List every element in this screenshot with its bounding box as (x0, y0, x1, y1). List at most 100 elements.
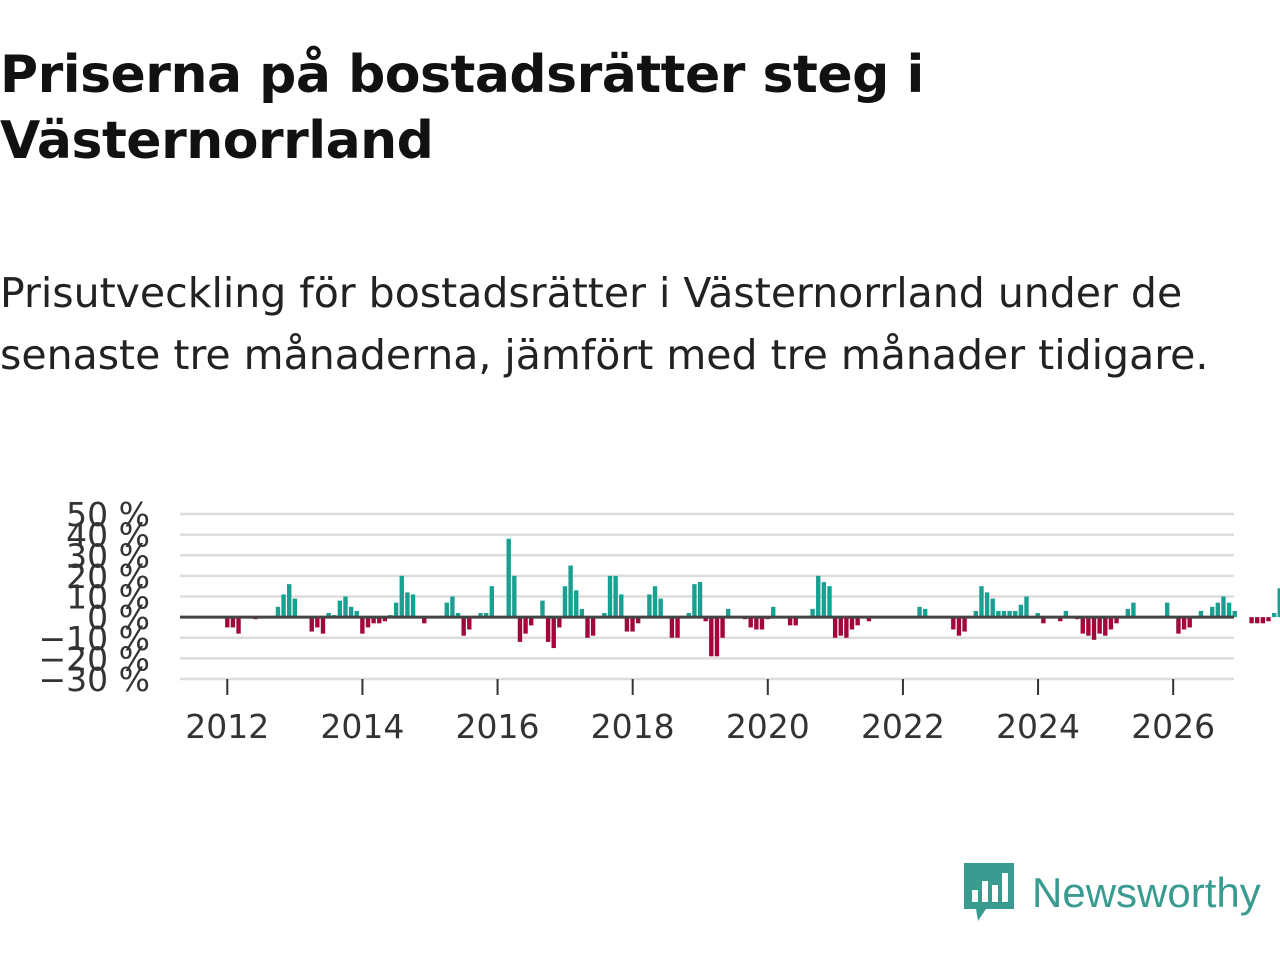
bar (956, 617, 962, 636)
bar (1232, 610, 1237, 618)
y-tick-label: −30 % (39, 660, 151, 699)
bar (613, 575, 618, 618)
bar (647, 594, 652, 618)
bar (1103, 617, 1108, 636)
x-tick-label: 2022 (861, 707, 945, 746)
bar (574, 590, 579, 618)
bar (810, 608, 815, 618)
bar (1187, 617, 1192, 628)
x-axis-ticks: 2012 2014 2016 2018 2020 2022 2024 2026 (185, 679, 1215, 746)
bar (512, 575, 517, 618)
x-tick-label: 2014 (320, 707, 404, 746)
bar (1024, 596, 1029, 618)
bar (444, 602, 449, 618)
x-tick-label: 2024 (996, 707, 1080, 746)
bar (922, 608, 928, 618)
bar (1007, 610, 1012, 618)
bar (697, 582, 703, 618)
bar (1035, 613, 1040, 618)
bar (1255, 617, 1260, 624)
bar (1058, 617, 1063, 622)
bars (225, 538, 1280, 657)
bar (1125, 608, 1130, 618)
bar (624, 617, 630, 632)
y-tick-label: 30 % (66, 536, 150, 575)
bar (337, 600, 343, 618)
bar (1013, 610, 1018, 618)
bar (585, 617, 590, 638)
bar (343, 596, 348, 618)
bar (309, 617, 314, 632)
bar (523, 617, 528, 634)
bar (506, 538, 511, 618)
bar (979, 586, 984, 618)
bar (450, 596, 455, 618)
bar (287, 584, 292, 618)
chart-subtitle: Prisutveckling för bostadsrätter i Väste… (0, 269, 1209, 379)
bar (793, 617, 798, 626)
bar (973, 610, 979, 618)
bar (602, 613, 607, 618)
x-tick-label: 2012 (185, 707, 269, 746)
bar (292, 598, 298, 618)
bar (1001, 610, 1007, 618)
bar (962, 617, 967, 632)
bar (529, 617, 534, 626)
bar (422, 617, 427, 624)
bar (996, 610, 1001, 618)
bar (951, 617, 956, 630)
bar (348, 606, 354, 618)
bar (849, 617, 855, 630)
bar (230, 617, 236, 628)
bar (478, 613, 483, 618)
y-axis-ticks: 50 %40 %30 %20 %10 %0 %−10 %−20 %−30 % (39, 495, 151, 699)
bar (489, 586, 495, 618)
bar (1063, 610, 1069, 618)
bar (816, 575, 821, 618)
bar (557, 617, 562, 628)
x-tick-label: 2018 (591, 707, 675, 746)
bar (393, 602, 399, 618)
y-tick-label: 40 % (66, 516, 150, 555)
bar (405, 592, 410, 618)
bar (1097, 617, 1102, 634)
bar (658, 598, 663, 618)
bar (326, 613, 331, 618)
y-tick-label: 20 % (66, 557, 150, 596)
bar (1080, 617, 1085, 634)
bar (1277, 588, 1280, 618)
bar (354, 610, 359, 618)
bar (360, 617, 365, 634)
bar (630, 617, 635, 632)
bar (382, 617, 388, 622)
bar (562, 586, 568, 618)
bar (635, 617, 641, 624)
bar (652, 586, 658, 618)
bar (1018, 604, 1024, 618)
bar (410, 594, 416, 618)
bar (1114, 617, 1119, 624)
bar (225, 617, 230, 628)
bar (1181, 617, 1187, 630)
bar (545, 617, 551, 642)
chart-title: Priserna på bostadsrätter steg i Västern… (0, 45, 924, 171)
bar (1271, 613, 1277, 618)
bar (551, 617, 556, 649)
y-tick-label: 50 % (66, 495, 150, 534)
bar (371, 617, 376, 624)
bar (1249, 617, 1254, 624)
bar (1091, 617, 1097, 640)
bar (281, 594, 286, 618)
bar (821, 582, 827, 618)
x-tick-label: 2026 (1131, 707, 1215, 746)
bar (236, 617, 241, 634)
x-tick-label: 2020 (726, 707, 810, 746)
y-tick-label: 0 % (87, 598, 150, 637)
bar (1226, 602, 1232, 618)
bar (590, 617, 596, 636)
bar (1215, 602, 1221, 618)
bar (517, 617, 523, 642)
bar (866, 617, 872, 622)
bar (771, 606, 776, 618)
bar (399, 575, 404, 618)
